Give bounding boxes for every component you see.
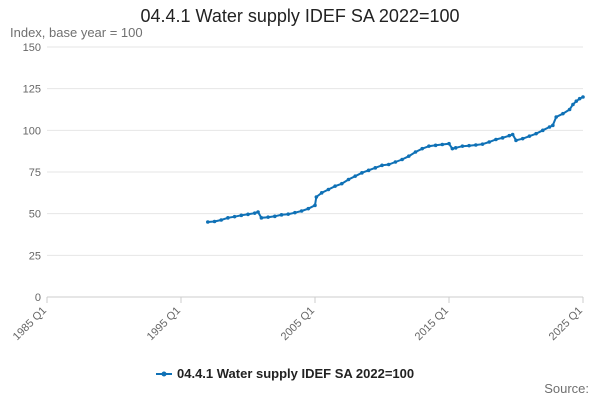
y-tick-label: 50 — [29, 209, 41, 221]
data-point — [494, 137, 498, 142]
data-point — [319, 191, 324, 195]
source-label: Source: — [544, 381, 589, 396]
data-point — [507, 133, 512, 138]
data-point — [433, 143, 438, 148]
grid-lines — [47, 46, 583, 298]
y-tick-label: 125 — [23, 84, 41, 96]
data-point — [413, 150, 418, 154]
x-tick-label: 2025 Q1 — [547, 305, 585, 343]
legend-label: 04.4.1 Water supply IDEF SA 2022=100 — [177, 366, 414, 381]
data-point — [581, 95, 585, 99]
x-tick-label: 1995 Q1 — [145, 305, 183, 343]
data-point — [360, 171, 364, 175]
data-point — [386, 162, 391, 167]
data-point — [474, 143, 478, 147]
data-point — [450, 146, 455, 151]
data-point — [393, 160, 398, 164]
data-point — [541, 128, 545, 133]
x-tick-label: 1985 Q1 — [11, 305, 49, 343]
data-point — [447, 141, 451, 146]
y-tick-label: 150 — [23, 42, 41, 54]
data-point — [500, 136, 505, 140]
data-point — [286, 212, 291, 216]
data-point — [212, 219, 217, 224]
data-point — [273, 214, 277, 219]
data-point — [407, 154, 411, 158]
x-tick-labels: 1985 Q1 1995 Q1 2005 Q1 2015 Q1 2025 Q1 — [11, 297, 585, 343]
data-point — [551, 123, 555, 128]
data-point — [219, 218, 223, 222]
data-point — [420, 146, 425, 151]
data-point — [514, 138, 518, 143]
data-point — [440, 142, 445, 147]
data-point — [239, 213, 244, 218]
y-tick-label: 100 — [23, 125, 41, 137]
data-point — [373, 166, 378, 170]
data-point — [554, 115, 558, 119]
data-point — [226, 216, 230, 220]
legend-dot-marker — [161, 371, 167, 377]
series-layer — [206, 95, 585, 224]
data-point — [256, 210, 260, 214]
data-point — [460, 144, 465, 148]
y-tick-labels: 0 25 50 75 100 125 150 — [23, 42, 41, 304]
data-point — [561, 111, 565, 116]
data-point — [366, 168, 371, 173]
data-point — [567, 107, 572, 112]
series-line — [207, 96, 584, 223]
y-tick-label: 75 — [29, 167, 41, 179]
chart-title: 04.4.1 Water supply IDEF SA 2022=100 — [140, 6, 460, 26]
data-point — [246, 212, 250, 217]
data-point — [510, 132, 515, 137]
data-point — [299, 209, 304, 213]
y-tick-label: 0 — [35, 292, 41, 304]
y-axis-label: Index, base year = 100 — [10, 25, 143, 40]
data-point — [333, 184, 337, 188]
data-point — [313, 203, 317, 208]
x-tick-label: 2015 Q1 — [413, 305, 451, 343]
data-point — [520, 136, 525, 141]
data-point — [380, 163, 384, 168]
data-point — [427, 144, 431, 148]
data-point — [547, 125, 552, 129]
data-point — [232, 214, 237, 219]
data-point — [353, 174, 358, 178]
data-point — [326, 187, 331, 192]
data-point — [340, 181, 344, 186]
data-point — [346, 177, 351, 182]
data-point — [534, 131, 538, 136]
data-point — [453, 146, 458, 150]
y-tick-label: 25 — [29, 250, 41, 262]
data-point — [577, 96, 582, 101]
data-point — [467, 143, 471, 148]
data-point — [480, 142, 485, 146]
data-point — [252, 211, 257, 215]
data-point — [306, 206, 311, 211]
data-point — [314, 195, 319, 199]
data-point — [259, 216, 264, 220]
data-point — [266, 215, 270, 219]
data-point — [400, 157, 404, 162]
data-point — [487, 140, 492, 144]
data-point — [571, 102, 575, 107]
data-point — [574, 99, 579, 103]
legend: 04.4.1 Water supply IDEF SA 2022=100 — [156, 366, 414, 381]
data-point — [279, 213, 284, 217]
x-tick-label: 2005 Q1 — [279, 305, 317, 343]
data-point — [527, 134, 532, 138]
data-point — [206, 220, 210, 224]
data-point — [293, 210, 297, 215]
